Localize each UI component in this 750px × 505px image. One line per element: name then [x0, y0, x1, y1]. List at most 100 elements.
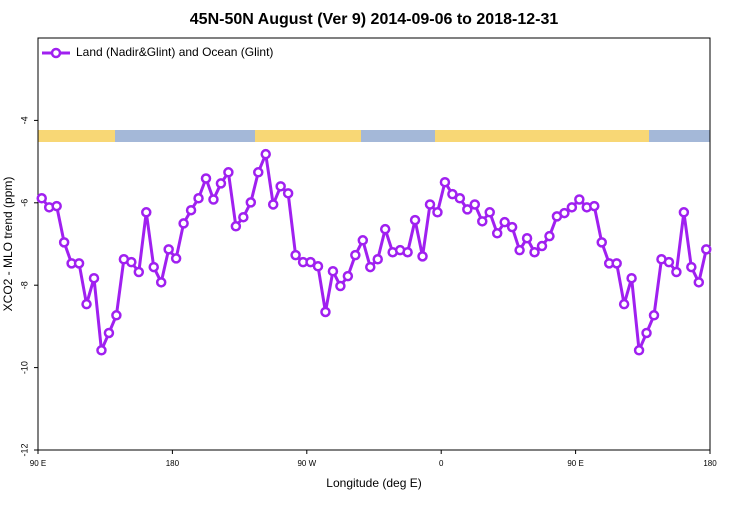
- data-point: [342, 270, 354, 282]
- data-point: [111, 310, 122, 321]
- data-point: [357, 235, 369, 246]
- data-point: [462, 204, 473, 215]
- data-point: [365, 261, 376, 273]
- data-point: [469, 199, 481, 210]
- data-point: [148, 261, 159, 273]
- data-point: [671, 266, 682, 278]
- data-point: [126, 256, 137, 268]
- data-point: [282, 188, 294, 199]
- data-point: [477, 216, 488, 227]
- data-point: [536, 240, 548, 252]
- series-line: [40, 152, 708, 352]
- data-point: [215, 178, 227, 189]
- data-point: [141, 207, 152, 218]
- y-tick-label: -12: [19, 443, 29, 456]
- x-tick-label: 90 W: [297, 459, 316, 468]
- x-tick-label: 180: [166, 459, 180, 468]
- data-point: [454, 193, 466, 204]
- data-point: [544, 230, 555, 242]
- data-point: [58, 237, 70, 248]
- data-point: [133, 266, 145, 278]
- data-point: [626, 272, 637, 284]
- data-point: [566, 202, 578, 213]
- x-tick-label: 180: [703, 459, 717, 468]
- data-point: [193, 193, 204, 204]
- data-point: [275, 181, 286, 192]
- x-tick-label: 0: [439, 459, 444, 468]
- data-point: [439, 176, 451, 188]
- data-point: [529, 246, 540, 258]
- data-point: [327, 265, 339, 277]
- x-tick-label: 90 E: [567, 459, 583, 468]
- data-point: [686, 261, 697, 273]
- data-point: [51, 200, 62, 212]
- data-point: [260, 148, 271, 160]
- data-point: [409, 214, 421, 226]
- data-point: [230, 221, 242, 232]
- legend-marker: [50, 47, 62, 59]
- x-axis-label: Longitude (deg E): [326, 476, 421, 490]
- y-tick-label: -4: [19, 116, 29, 124]
- data-point: [559, 207, 570, 219]
- data-point: [350, 249, 361, 261]
- data-point: [663, 256, 675, 268]
- data-point: [320, 306, 331, 318]
- data-point: [618, 298, 630, 310]
- data-point: [96, 345, 107, 356]
- x-tick-label: 90 E: [30, 459, 46, 468]
- data-point: [312, 260, 324, 272]
- data-point: [36, 193, 47, 204]
- data-point: [499, 216, 510, 228]
- data-point: [208, 194, 219, 205]
- data-point: [491, 228, 503, 239]
- chart-title: 45N-50N August (Ver 9) 2014-09-06 to 201…: [190, 11, 559, 28]
- data-point: [678, 207, 690, 218]
- plot-frame: [37, 37, 711, 451]
- data-point: [163, 244, 174, 255]
- data-point: [223, 167, 234, 178]
- data-point: [88, 272, 100, 284]
- data-point: [589, 200, 600, 212]
- data-point: [372, 253, 383, 265]
- data-point: [245, 197, 257, 208]
- data-point: [506, 221, 518, 233]
- data-point: [641, 327, 652, 339]
- data-point: [238, 211, 249, 223]
- data-point: [178, 218, 189, 229]
- y-tick-label: -10: [19, 361, 29, 374]
- data-point: [290, 249, 301, 261]
- data-point: [200, 173, 212, 184]
- data-point: [417, 251, 428, 262]
- data-point: [633, 345, 645, 356]
- data-point: [424, 199, 436, 210]
- data-point: [81, 298, 92, 310]
- data-point: [305, 256, 316, 268]
- data-point: [447, 188, 458, 200]
- y-tick-label: -8: [19, 281, 29, 289]
- data-point: [379, 223, 391, 235]
- data-point: [596, 237, 607, 248]
- data-point: [701, 244, 712, 255]
- data-point: [402, 246, 413, 258]
- data-point: [267, 199, 279, 210]
- data-point: [253, 167, 264, 178]
- data-point: [155, 277, 167, 288]
- data-point: [648, 310, 660, 321]
- y-tick-label: -6: [19, 199, 29, 207]
- data-point: [170, 253, 182, 264]
- legend-label: Land (Nadir&Glint) and Ocean (Glint): [76, 45, 273, 59]
- data-point: [103, 327, 115, 339]
- data-point: [335, 280, 346, 292]
- data-point: [484, 207, 495, 218]
- data-point: [611, 258, 622, 269]
- data-point: [432, 207, 443, 218]
- y-axis-label: XCO2 - MLO trend (ppm): [1, 177, 15, 312]
- legend: Land (Nadir&Glint) and Ocean (Glint): [42, 45, 273, 59]
- data-point: [574, 194, 585, 205]
- data-point: [185, 204, 197, 216]
- data-point: [693, 277, 705, 288]
- map-strip: [38, 130, 710, 142]
- data-point: [514, 244, 525, 256]
